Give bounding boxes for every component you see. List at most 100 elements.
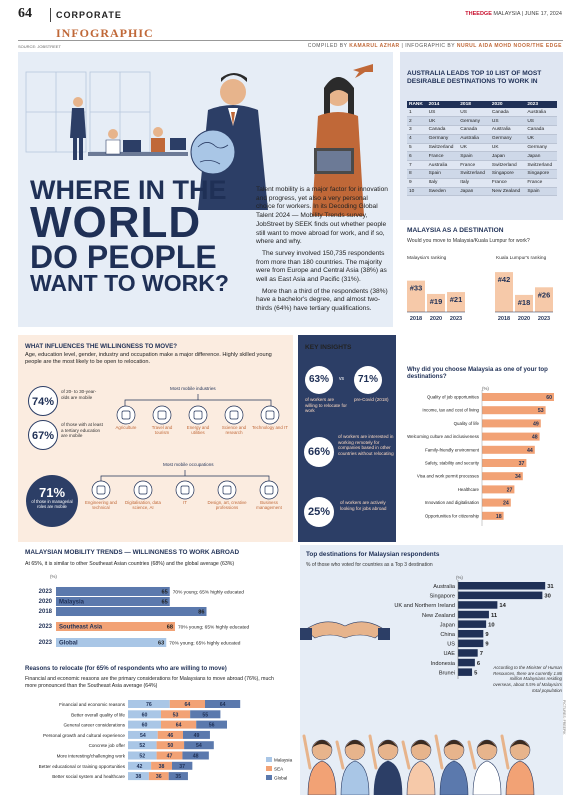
- bar: [482, 445, 535, 454]
- bar-category: Better social system and healthcare: [52, 774, 125, 779]
- table-cell: New Zealand: [489, 187, 526, 197]
- rank-label: #21: [450, 295, 463, 304]
- why-malaysia-chart: Quality of job opportunities 60 Income, ta…: [407, 390, 554, 526]
- category-label: Digitalisation, data science, AI: [125, 500, 161, 511]
- table-cell: 3: [407, 125, 427, 135]
- stacked-bar-segment: [128, 720, 161, 729]
- bar-category: UAE: [443, 651, 455, 657]
- bar-category: Better overall quality of life: [71, 712, 125, 717]
- rank-bar: [515, 294, 533, 312]
- why-malaysia-unit: (%): [482, 386, 489, 391]
- insight-25-badge: 25%: [304, 497, 334, 527]
- bar-category: Australia: [433, 584, 456, 590]
- table-cell: Singapore: [489, 169, 526, 179]
- rank-year: 2018: [498, 316, 510, 322]
- mobility-title: MALAYSIAN MOBILITY TRENDS — WILLINGNESS …: [25, 549, 240, 556]
- table-cell: Germany: [426, 134, 459, 144]
- table-cell: France: [525, 178, 557, 188]
- stat-71-text: of those in managerial roles are mobile: [31, 499, 73, 509]
- stacked-bar-segment: [161, 720, 197, 729]
- table-cell: UK: [525, 134, 557, 144]
- table-cell: Germany: [458, 116, 490, 127]
- bar-category: Brunei: [439, 670, 455, 676]
- bar: [482, 485, 515, 494]
- category-label: Design, art, creative professions: [207, 500, 247, 511]
- table-row: 2 UK Germany US US: [407, 116, 557, 127]
- bar-series-label: Southeast Asia: [59, 625, 103, 631]
- bar-value: 47: [167, 754, 173, 760]
- bar: [458, 649, 478, 657]
- intro-paragraph: Talent mobility is a major factor for in…: [256, 186, 388, 246]
- headline-line-2: WORLD: [30, 197, 202, 247]
- bar: [56, 597, 170, 606]
- bar-value: 49: [194, 733, 200, 739]
- table-cell: Canada: [525, 125, 557, 135]
- bar-category: Concrete job offer: [89, 743, 126, 748]
- stacked-bar-segment: [157, 730, 183, 739]
- table-cell: US: [458, 108, 490, 118]
- category-label: Business management: [256, 500, 282, 511]
- bar-value: 60: [142, 723, 148, 729]
- bar-value: 31: [547, 584, 554, 590]
- table-cell: Australia: [426, 160, 459, 171]
- reasons-chart: Financial and economic reasons 76 64 64 Bett…: [39, 700, 293, 781]
- table-cell: Sweden: [426, 187, 459, 197]
- stacked-bar-segment: [161, 710, 191, 719]
- table-cell: 8: [407, 169, 427, 179]
- bar-value: 64: [220, 702, 226, 708]
- stat-71-value: 71%: [38, 485, 66, 500]
- main-headline: WHERE IN THE WORLD DO PEOPLE WANT TO WOR…: [30, 175, 250, 296]
- table-cell: US: [426, 108, 459, 118]
- bar-value: 60: [142, 712, 148, 718]
- bar: [56, 607, 207, 616]
- stacked-bar-segment: [128, 741, 157, 750]
- person-figure: [401, 739, 436, 795]
- headline-line-4: WANT TO WORK?: [30, 269, 229, 296]
- insight-63-badge: 63%: [305, 366, 333, 394]
- infographic-label: INFOGRAPHIC: [56, 26, 154, 40]
- table-header: 2023: [525, 101, 557, 108]
- bar-category: General career considerations: [63, 723, 125, 728]
- bar-category: Healthcare: [458, 487, 480, 492]
- category-item: Travel and tourism: [144, 405, 180, 435]
- malaysia-destination-question: Would you move to Malaysia/Kuala Lumpur …: [407, 238, 530, 244]
- table-header: RANK: [407, 101, 427, 108]
- bar-category: China: [440, 632, 456, 638]
- bar-category: UK and Northern Ireland: [394, 603, 455, 609]
- bar-value: 46: [167, 733, 173, 739]
- masthead-brand: THEEDGE: [465, 11, 492, 17]
- insight-71-badge: 71%: [354, 366, 382, 394]
- destinations-subtitle: % of those who voted for countries as a …: [306, 562, 433, 568]
- category-label: Travel and tourism: [151, 425, 173, 436]
- bar-value: 52: [139, 754, 145, 760]
- table-cell: Switzerland: [426, 143, 459, 153]
- bar-value: 49: [533, 421, 539, 427]
- bar-value: 48: [193, 754, 199, 760]
- table-cell: Italy: [426, 178, 459, 188]
- intro-paragraph: More than a third of the respondents (38…: [256, 287, 388, 313]
- bar-value: 34: [515, 474, 521, 480]
- bar: [482, 498, 511, 507]
- insight-66-text: of workers are interested in working rem…: [338, 434, 394, 457]
- table-cell: 6: [407, 151, 427, 162]
- legend-swatch: [266, 775, 272, 780]
- stat-67-badge: 67%: [28, 420, 58, 450]
- table-cell: France: [489, 178, 526, 188]
- mobility-description: At 65%, it is similar to other Southeast…: [25, 561, 235, 567]
- ranking-chart: #33 2018 #19 2020 #21 2023 #42 2018 #18 2020 #26 20…: [407, 272, 553, 322]
- person-figure: [467, 739, 502, 795]
- bar-value: 11: [491, 613, 498, 619]
- bar-value: 64: [185, 702, 191, 708]
- bar-value: 63: [158, 641, 164, 647]
- headline-line-1: WHERE IN THE: [30, 175, 227, 205]
- table-cell: Japan: [525, 151, 557, 162]
- bar: [56, 638, 167, 647]
- table-cell: Canada: [426, 125, 459, 135]
- bar-value: 53: [173, 712, 179, 718]
- table-row: 3 Canada Canada Australia Canada: [407, 125, 557, 135]
- rank-bar: [407, 280, 425, 312]
- bar-value: 86: [198, 610, 204, 616]
- person-figure: [368, 734, 403, 795]
- intro-text: Talent mobility is a major factor for in…: [256, 186, 388, 317]
- bar: [482, 406, 546, 415]
